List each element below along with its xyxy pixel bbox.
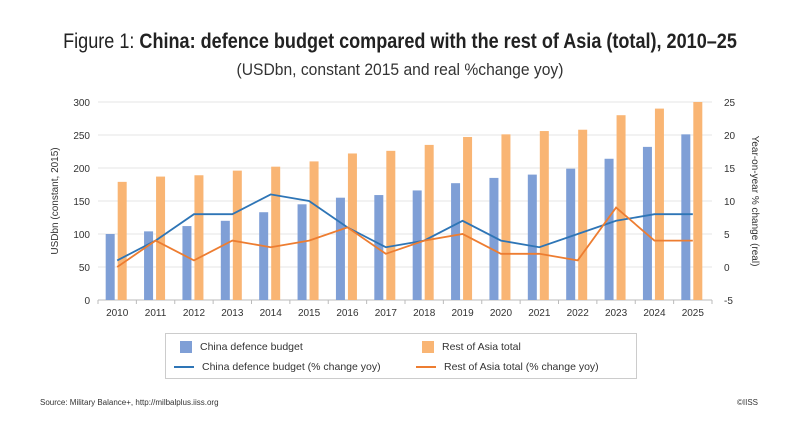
bar-china bbox=[451, 183, 461, 300]
legend: China defence budget Rest of Asia total … bbox=[165, 333, 637, 379]
x-tick-label: 2019 bbox=[451, 308, 474, 319]
legend-item-china-bar: China defence budget bbox=[180, 341, 303, 353]
y-tick-label: 200 bbox=[73, 164, 90, 175]
legend-line bbox=[416, 366, 436, 368]
legend-swatch bbox=[180, 341, 192, 353]
y2-tick-label: 10 bbox=[724, 197, 736, 208]
source-note: Source: Military Balance+, http://milbal… bbox=[40, 398, 219, 407]
y-tick-label: 250 bbox=[73, 131, 90, 142]
y2-tick-label: 15 bbox=[724, 164, 736, 175]
chart-title: Figure 1: China: defence budget compared… bbox=[63, 30, 737, 54]
title-text: China: defence budget compared with the … bbox=[139, 30, 737, 53]
y2-tick-label: 0 bbox=[724, 263, 730, 274]
x-tick-label: 2015 bbox=[298, 308, 321, 319]
y-tick-label: 0 bbox=[84, 296, 90, 307]
bar-china bbox=[681, 134, 691, 300]
x-tick-label: 2014 bbox=[260, 308, 283, 319]
bar-rest-of-asia bbox=[578, 129, 588, 300]
x-tick-label: 2018 bbox=[413, 308, 436, 319]
x-tick-label: 2024 bbox=[643, 308, 666, 319]
y2-tick-label: 20 bbox=[724, 131, 736, 142]
y2-tick-label: 25 bbox=[724, 98, 736, 109]
bar-china bbox=[259, 212, 269, 300]
x-tick-label: 2011 bbox=[145, 308, 167, 319]
bar-china bbox=[182, 226, 192, 300]
bar-rest-of-asia bbox=[654, 108, 664, 300]
x-tick-label: 2010 bbox=[106, 308, 129, 319]
legend-swatch bbox=[422, 341, 434, 353]
bar-china bbox=[566, 168, 576, 300]
bar-china bbox=[297, 204, 307, 300]
legend-label: China defence budget bbox=[200, 341, 303, 353]
bar-rest-of-asia bbox=[616, 115, 626, 300]
y2-tick-label: -5 bbox=[724, 296, 733, 307]
x-tick-label: 2023 bbox=[605, 308, 628, 319]
line-rest-of-asia-change bbox=[116, 206, 693, 268]
y-tick-label: 100 bbox=[73, 230, 90, 241]
y-tick-label: 150 bbox=[73, 197, 90, 208]
bar-china bbox=[489, 177, 499, 300]
x-tick-label: 2021 bbox=[528, 308, 551, 319]
y2-tick-label: 5 bbox=[724, 230, 730, 241]
legend-item-china-line: China defence budget (% change yoy) bbox=[174, 361, 381, 373]
legend-item-asia-bar: Rest of Asia total bbox=[422, 341, 521, 353]
x-tick-label: 2016 bbox=[336, 308, 359, 319]
legend-line bbox=[174, 366, 194, 368]
y-axis-label: USDbn (constant, 2015) bbox=[50, 147, 61, 254]
bar-china bbox=[374, 195, 384, 300]
bar-rest-of-asia bbox=[309, 161, 319, 300]
copyright: ©IISS bbox=[736, 398, 758, 407]
legend-label: China defence budget (% change yoy) bbox=[202, 361, 381, 373]
bar-china bbox=[527, 174, 537, 300]
line-china-change bbox=[116, 193, 693, 262]
legend-item-asia-line: Rest of Asia total (% change yoy) bbox=[416, 361, 599, 373]
bar-rest-of-asia bbox=[424, 144, 434, 300]
legend-label: Rest of Asia total bbox=[442, 341, 521, 353]
bar-rest-of-asia bbox=[194, 175, 204, 300]
bar-china bbox=[412, 190, 422, 300]
bar-china bbox=[105, 234, 115, 300]
x-tick-label: 2022 bbox=[567, 308, 590, 319]
bar-rest-of-asia bbox=[156, 176, 166, 300]
bar-rest-of-asia bbox=[347, 153, 357, 300]
x-tick-label: 2017 bbox=[375, 308, 398, 319]
bar-china bbox=[335, 197, 345, 300]
bar-rest-of-asia bbox=[232, 170, 242, 300]
x-tick-label: 2020 bbox=[490, 308, 513, 319]
bar-rest-of-asia bbox=[117, 181, 127, 300]
x-tick-label: 2012 bbox=[183, 308, 206, 319]
x-tick-label: 2025 bbox=[682, 308, 705, 319]
bar-rest-of-asia bbox=[463, 136, 473, 300]
legend-label: Rest of Asia total (% change yoy) bbox=[444, 361, 599, 373]
x-tick-label: 2013 bbox=[221, 308, 244, 319]
bar-china bbox=[220, 220, 230, 300]
bar-rest-of-asia bbox=[386, 150, 396, 300]
bar-china bbox=[144, 231, 154, 300]
chart-subtitle: (USDbn, constant 2015 and real %change y… bbox=[236, 60, 564, 79]
figure-label: Figure 1: bbox=[63, 30, 140, 53]
bar-rest-of-asia bbox=[693, 102, 703, 300]
y-tick-label: 50 bbox=[79, 263, 91, 274]
y2-axis-label: Year-on-year % change (real) bbox=[749, 136, 760, 267]
bar-china bbox=[642, 146, 652, 300]
bar-rest-of-asia bbox=[539, 131, 549, 300]
bar-rest-of-asia bbox=[271, 166, 281, 300]
bar-rest-of-asia bbox=[501, 134, 511, 300]
bar-china bbox=[604, 158, 614, 300]
y-tick-label: 300 bbox=[73, 98, 90, 109]
